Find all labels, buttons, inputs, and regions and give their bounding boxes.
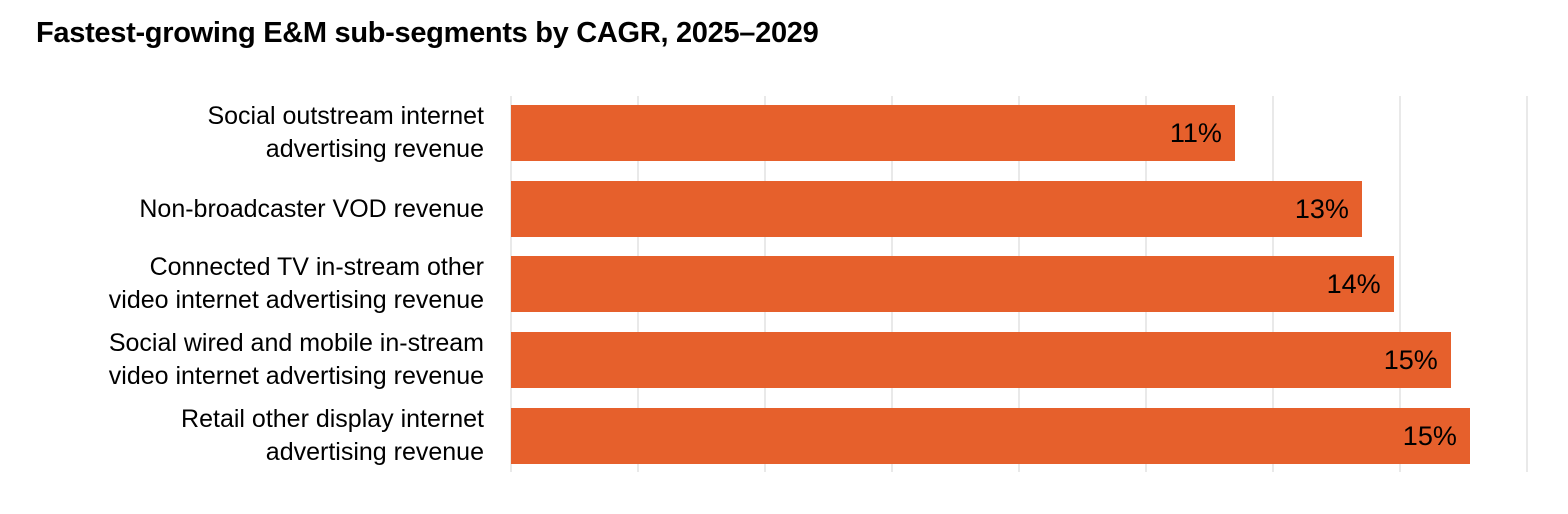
- value-label: 13%: [1294, 193, 1349, 224]
- value-label: 15%: [1383, 344, 1438, 375]
- value-label: 14%: [1326, 268, 1381, 299]
- category-label-line: Retail other display internet: [181, 405, 484, 433]
- bar: 15%: [511, 332, 1451, 388]
- chart-title: Fastest-growing E&M sub-segments by CAGR…: [36, 17, 819, 49]
- gridline: [1399, 96, 1401, 472]
- category-label-line: advertising revenue: [265, 438, 484, 466]
- bar: 15%: [511, 408, 1470, 464]
- bar: 14%: [511, 256, 1394, 312]
- category-label-line: advertising revenue: [265, 135, 484, 163]
- value-label: 11%: [1169, 117, 1222, 148]
- bar: 13%: [511, 181, 1362, 237]
- category-label: Non-broadcaster VOD revenue: [30, 181, 484, 237]
- bar: 11%: [511, 105, 1235, 161]
- category-label-line: Social outstream internet: [207, 102, 484, 130]
- gridline: [1526, 96, 1528, 472]
- category-label-line: Social wired and mobile in-stream: [108, 329, 484, 357]
- category-label-line: video internet advertising revenue: [108, 286, 484, 314]
- category-label: Social outstream internet advertising rev…: [30, 102, 484, 163]
- category-label-line: Non-broadcaster VOD revenue: [139, 194, 484, 223]
- category-label: Social wired and mobile in-stream video i…: [30, 329, 484, 390]
- category-label-line: Connected TV in-stream other: [149, 253, 484, 281]
- category-label: Retail other display internet advertising…: [30, 405, 484, 466]
- value-label: 15%: [1402, 420, 1457, 451]
- category-label-line: video internet advertising revenue: [108, 362, 484, 390]
- category-label: Connected TV in-stream other video intern…: [30, 253, 484, 314]
